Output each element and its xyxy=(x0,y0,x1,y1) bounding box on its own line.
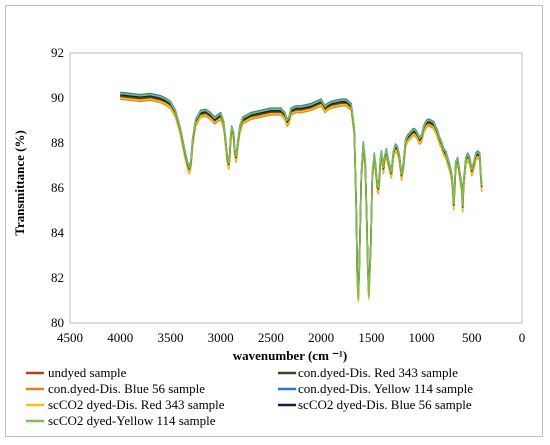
x-tick-label: 1500 xyxy=(358,330,384,345)
x-tick-label: 3500 xyxy=(157,330,183,345)
legend-label: con.dyed-Dis. Blue 56 sample xyxy=(48,381,205,396)
series-line xyxy=(120,98,483,302)
legend-label: scCO2 dyed-Dis. Blue 56 sample xyxy=(298,397,472,412)
series-line xyxy=(120,97,483,302)
y-tick-label: 80 xyxy=(51,315,64,330)
legend-label: scCO2 dyed-Dis. Red 343 sample xyxy=(48,397,225,412)
x-tick-label: 500 xyxy=(462,330,482,345)
legend-label: con.dyed-Dis. Red 343 sample xyxy=(298,365,458,380)
plot-area xyxy=(69,52,523,324)
chart-frame xyxy=(5,5,543,437)
series-lines xyxy=(120,91,483,302)
y-tick-label: 84 xyxy=(51,225,65,240)
legend-label: con.dyed-Dis. Yellow 114 sample xyxy=(298,381,473,396)
y-tick-label: 90 xyxy=(51,90,64,105)
x-tick-label: 4500 xyxy=(57,330,83,345)
x-tick-label: 3000 xyxy=(208,330,234,345)
legend-label: undyed sample xyxy=(48,365,127,380)
y-axis-title: Transmittance (%) xyxy=(12,130,27,236)
x-tick-label: 1000 xyxy=(409,330,435,345)
x-tick-label: 4000 xyxy=(107,330,133,345)
legend-label: scCO2 dyed-Yellow 114 sample xyxy=(48,413,216,428)
y-tick-label: 88 xyxy=(51,135,64,150)
series-line xyxy=(120,92,483,300)
y-tick-label: 82 xyxy=(51,270,64,285)
x-tick-label: 0 xyxy=(519,330,526,345)
x-axis-ticks: 4500 4000 3500 3000 2500 2000 1500 1000 500 0 xyxy=(57,330,525,345)
x-tick-label: 2500 xyxy=(258,330,284,345)
plot-area-border xyxy=(69,52,523,324)
y-axis-ticks: 80 82 84 86 88 90 92 xyxy=(51,45,65,330)
series-line xyxy=(120,96,483,301)
x-axis-title: wavenumber (cm ⁻¹) xyxy=(233,348,348,363)
legend: undyed sample con.dyed-Dis. Red 343 sampl… xyxy=(26,365,473,428)
x-tick-label: 2000 xyxy=(308,330,334,345)
y-tick-label: 86 xyxy=(51,180,65,195)
y-tick-label: 92 xyxy=(51,45,64,60)
